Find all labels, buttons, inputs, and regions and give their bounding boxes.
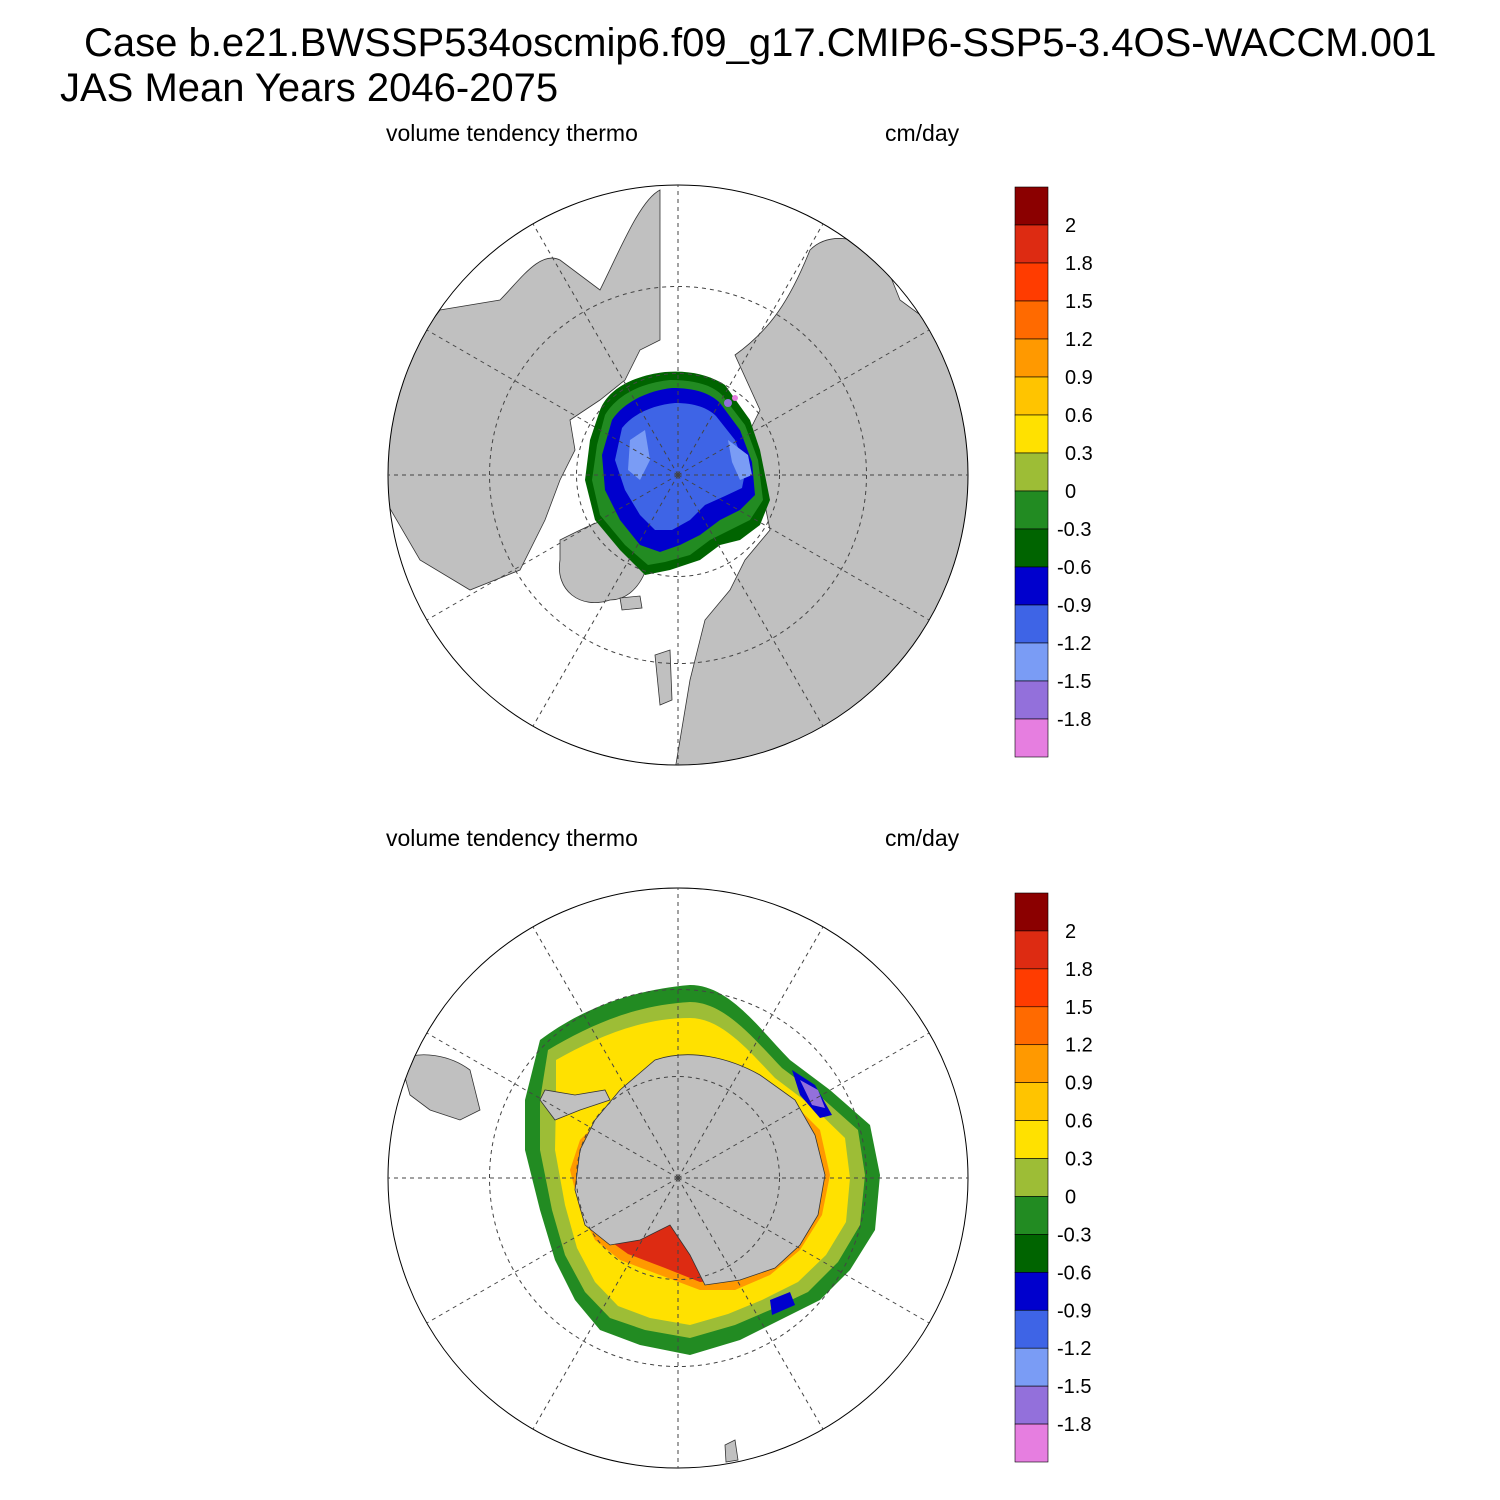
colorbar-swatch bbox=[1014, 1234, 1049, 1273]
colorbar-tick-label: -0.6 bbox=[1057, 557, 1091, 579]
colorbar-tick-label: 0.9 bbox=[1065, 367, 1093, 389]
colorbar-swatch bbox=[1014, 1272, 1049, 1311]
colorbar-tick-label: 2 bbox=[1065, 921, 1076, 943]
south-graticule bbox=[388, 888, 968, 1468]
colorbar-swatch bbox=[1014, 262, 1049, 302]
colorbar-swatch bbox=[1014, 1385, 1049, 1425]
longitude-line bbox=[677, 329, 930, 476]
colorbar-swatch bbox=[1014, 1423, 1049, 1463]
colorbar-tick-label: -1.8 bbox=[1057, 709, 1091, 731]
colorbar-swatch bbox=[1014, 680, 1049, 720]
north-panel-variable-label: volume tendency thermo bbox=[386, 120, 638, 146]
longitude-line bbox=[426, 329, 679, 476]
colorbar-tick-label: -1.8 bbox=[1057, 1414, 1091, 1436]
colorbar-swatch bbox=[1014, 490, 1049, 530]
colorbar-tick-label: 0.6 bbox=[1065, 1111, 1093, 1133]
colorbar-tick-label: 1.5 bbox=[1065, 997, 1093, 1019]
colorbar-tick-label: 1.2 bbox=[1065, 1035, 1093, 1057]
north-panel-units-label: cm/day bbox=[885, 120, 960, 146]
longitude-line bbox=[532, 926, 679, 1179]
colorbar-tick-label: 0 bbox=[1065, 1186, 1076, 1208]
colorbar-tick-label: -1.5 bbox=[1057, 1376, 1091, 1398]
longitude-line bbox=[677, 1032, 930, 1179]
colorbar-tick-label: -1.5 bbox=[1057, 671, 1091, 693]
colorbar-swatch bbox=[1014, 528, 1049, 568]
longitude-line bbox=[532, 1177, 679, 1430]
colorbar-tick-label: -0.3 bbox=[1057, 519, 1091, 541]
colorbar-tick-label: 1.5 bbox=[1065, 291, 1093, 313]
colorbar-swatch bbox=[1014, 604, 1049, 644]
colorbar-tick-label: 0.6 bbox=[1065, 405, 1093, 427]
colorbar-tick-label: 1.8 bbox=[1065, 253, 1093, 275]
colorbar-swatch bbox=[1014, 1196, 1049, 1235]
colorbar-tick-label: 0.3 bbox=[1065, 443, 1093, 465]
north-polar-map bbox=[387, 184, 969, 766]
colorbar-swatch bbox=[1014, 1120, 1049, 1159]
south-polar-map bbox=[387, 887, 969, 1469]
colorbar-swatch bbox=[1014, 224, 1049, 264]
latitude-circle bbox=[576, 1076, 780, 1280]
figure-title-line2: JAS Mean Years 2046-2075 bbox=[60, 66, 559, 110]
colorbar-swatch bbox=[1014, 186, 1049, 226]
colorbar-tick-label: -0.3 bbox=[1057, 1224, 1091, 1246]
south-land-antarctica bbox=[539, 1054, 826, 1286]
colorbar-tick-label: 1.2 bbox=[1065, 329, 1093, 351]
longitude-line bbox=[532, 474, 679, 727]
colorbar-swatch bbox=[1014, 642, 1049, 682]
colorbar-swatch bbox=[1014, 892, 1049, 932]
south-panel-units-label: cm/day bbox=[885, 825, 960, 851]
colorbar-tick-label: -0.6 bbox=[1057, 1262, 1091, 1284]
colorbar-tick-label: -0.9 bbox=[1057, 595, 1091, 617]
colorbar-tick-label: 1.8 bbox=[1065, 959, 1093, 981]
colorbar-swatch bbox=[1014, 1006, 1049, 1046]
colorbar-tick-label: 0.3 bbox=[1065, 1149, 1093, 1171]
colorbar-tick-label: -1.2 bbox=[1057, 633, 1091, 655]
colorbar-swatch bbox=[1014, 930, 1049, 970]
longitude-line bbox=[677, 223, 824, 476]
longitude-line bbox=[677, 1177, 824, 1430]
colorbar-swatch bbox=[1014, 718, 1049, 758]
longitude-line bbox=[426, 474, 679, 621]
latitude-circle bbox=[489, 286, 867, 664]
longitude-line bbox=[426, 1032, 679, 1179]
longitude-line bbox=[677, 474, 824, 727]
north-graticule bbox=[388, 185, 968, 765]
colorbar-swatch bbox=[1014, 414, 1049, 454]
colorbar-swatch bbox=[1014, 452, 1049, 492]
colorbar-swatch bbox=[1014, 1082, 1049, 1121]
colorbar-swatch bbox=[1014, 1309, 1049, 1349]
colorbar-swatch bbox=[1014, 376, 1049, 416]
colorbar-swatch bbox=[1014, 1044, 1049, 1083]
colorbar-swatch bbox=[1014, 1347, 1049, 1387]
longitude-line bbox=[426, 1177, 679, 1324]
colorbar-swatch bbox=[1014, 1158, 1049, 1197]
north-colorbar: 2 1.8 1.5 1.2 0.9 0.6 0.3 0 -0.3 -0.6 -0.9 -1.2 -1.5… bbox=[1014, 186, 1093, 758]
colorbar-tick-label: 0 bbox=[1065, 481, 1076, 503]
latitude-circle bbox=[576, 373, 780, 577]
colorbar-tick-label: 0.9 bbox=[1065, 1073, 1093, 1095]
longitude-line bbox=[532, 223, 679, 476]
colorbar-tick-label: -0.9 bbox=[1057, 1300, 1091, 1322]
colorbar-swatch bbox=[1014, 338, 1049, 378]
colorbar-swatch bbox=[1014, 968, 1049, 1008]
figure-title-line1: Case b.e21.BWSSP534oscmip6.f09_g17.CMIP6… bbox=[84, 21, 1437, 65]
south-outer-land bbox=[399, 1054, 739, 1463]
south-panel-variable-label: volume tendency thermo bbox=[386, 825, 638, 851]
longitude-line bbox=[677, 474, 930, 621]
latitude-circle bbox=[489, 989, 867, 1367]
colorbar-tick-label: -1.2 bbox=[1057, 1338, 1091, 1360]
south-colorbar: 2 1.8 1.5 1.2 0.9 0.6 0.3 0 -0.3 -0.6 -0.9 -1.2 -1.5… bbox=[1014, 892, 1093, 1463]
longitude-line bbox=[677, 926, 824, 1179]
longitude-line bbox=[677, 1177, 930, 1324]
colorbar-swatch bbox=[1014, 566, 1049, 606]
colorbar-tick-label: 2 bbox=[1065, 215, 1076, 237]
colorbar-swatch bbox=[1014, 300, 1049, 340]
